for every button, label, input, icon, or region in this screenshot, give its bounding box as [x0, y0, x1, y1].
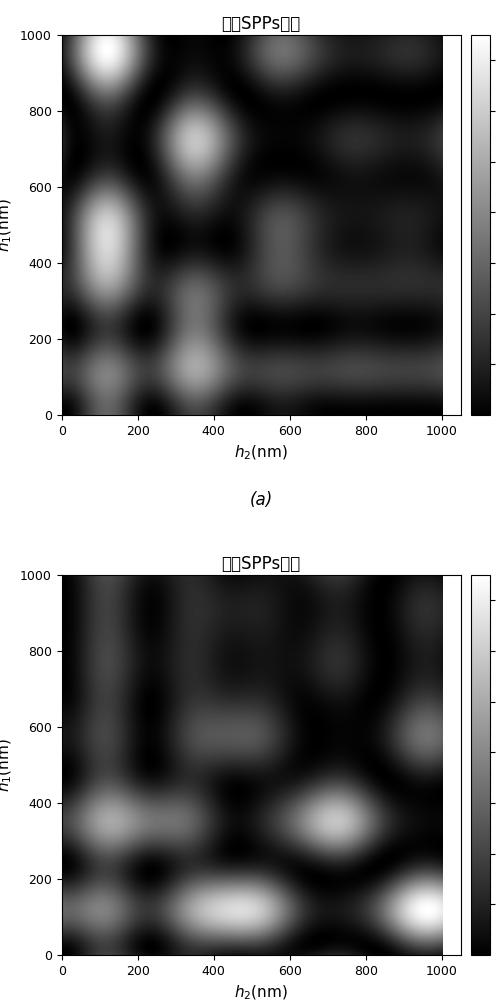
Title: 向左SPPs强度: 向左SPPs强度 [222, 15, 301, 33]
X-axis label: $h_2$(nm): $h_2$(nm) [234, 983, 288, 1000]
Y-axis label: $h_1$(nm): $h_1$(nm) [0, 738, 14, 792]
Text: (a): (a) [249, 491, 273, 509]
Title: 向右SPPs强度: 向右SPPs强度 [222, 555, 301, 573]
X-axis label: $h_2$(nm): $h_2$(nm) [234, 443, 288, 462]
Y-axis label: $h_1$(nm): $h_1$(nm) [0, 198, 14, 252]
